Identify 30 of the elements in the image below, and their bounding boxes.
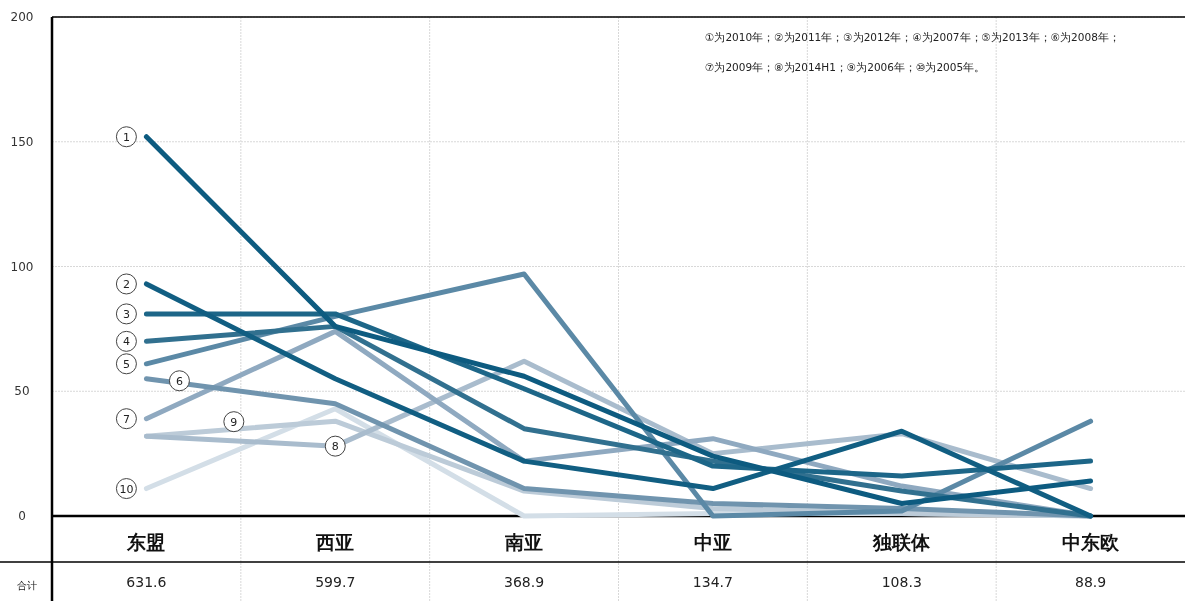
y-tick-label: 50 bbox=[14, 384, 30, 399]
annotation: ①为2010年；②为2011年；③为2012年；④为2007年；⑤为2013年；⑥为2008年； bbox=[705, 31, 1120, 43]
series-label: 3 bbox=[122, 307, 130, 321]
text: 599.7 bbox=[315, 574, 356, 590]
series-label: 9 bbox=[230, 415, 238, 429]
series-label: 1 bbox=[122, 130, 130, 144]
series-label: 5 bbox=[122, 357, 130, 371]
y-tick-label: 100 bbox=[10, 259, 34, 274]
series-label: 10 bbox=[119, 482, 134, 496]
x-tick-label: 中亚 bbox=[693, 531, 732, 553]
text: 134.7 bbox=[692, 574, 733, 590]
series-label: 4 bbox=[122, 335, 130, 349]
text: 88.9 bbox=[1075, 574, 1107, 590]
series-label: 8 bbox=[331, 440, 339, 454]
x-tick-label: 东盟 bbox=[126, 531, 166, 553]
text: 合计 bbox=[17, 580, 37, 591]
series-label: 7 bbox=[122, 412, 130, 426]
text: 631.6 bbox=[126, 574, 167, 590]
text: 368.9 bbox=[504, 574, 545, 590]
text: 108.3 bbox=[881, 574, 922, 590]
y-tick-label: 200 bbox=[10, 10, 34, 24]
y-tick-label: 0 bbox=[18, 509, 26, 523]
y-tick-label: 150 bbox=[10, 134, 34, 149]
x-tick-label: 独联体 bbox=[872, 531, 932, 553]
annotation: ⑦为2009年；⑧为2014H1；⑨为2006年；⑩为2005年。 bbox=[705, 61, 986, 73]
x-tick-label: 南亚 bbox=[504, 531, 544, 553]
series-label: 2 bbox=[122, 277, 130, 291]
series-label: 6 bbox=[175, 374, 183, 388]
x-tick-label: 中东欧 bbox=[1062, 531, 1121, 553]
x-tick-label: 西亚 bbox=[315, 531, 355, 553]
